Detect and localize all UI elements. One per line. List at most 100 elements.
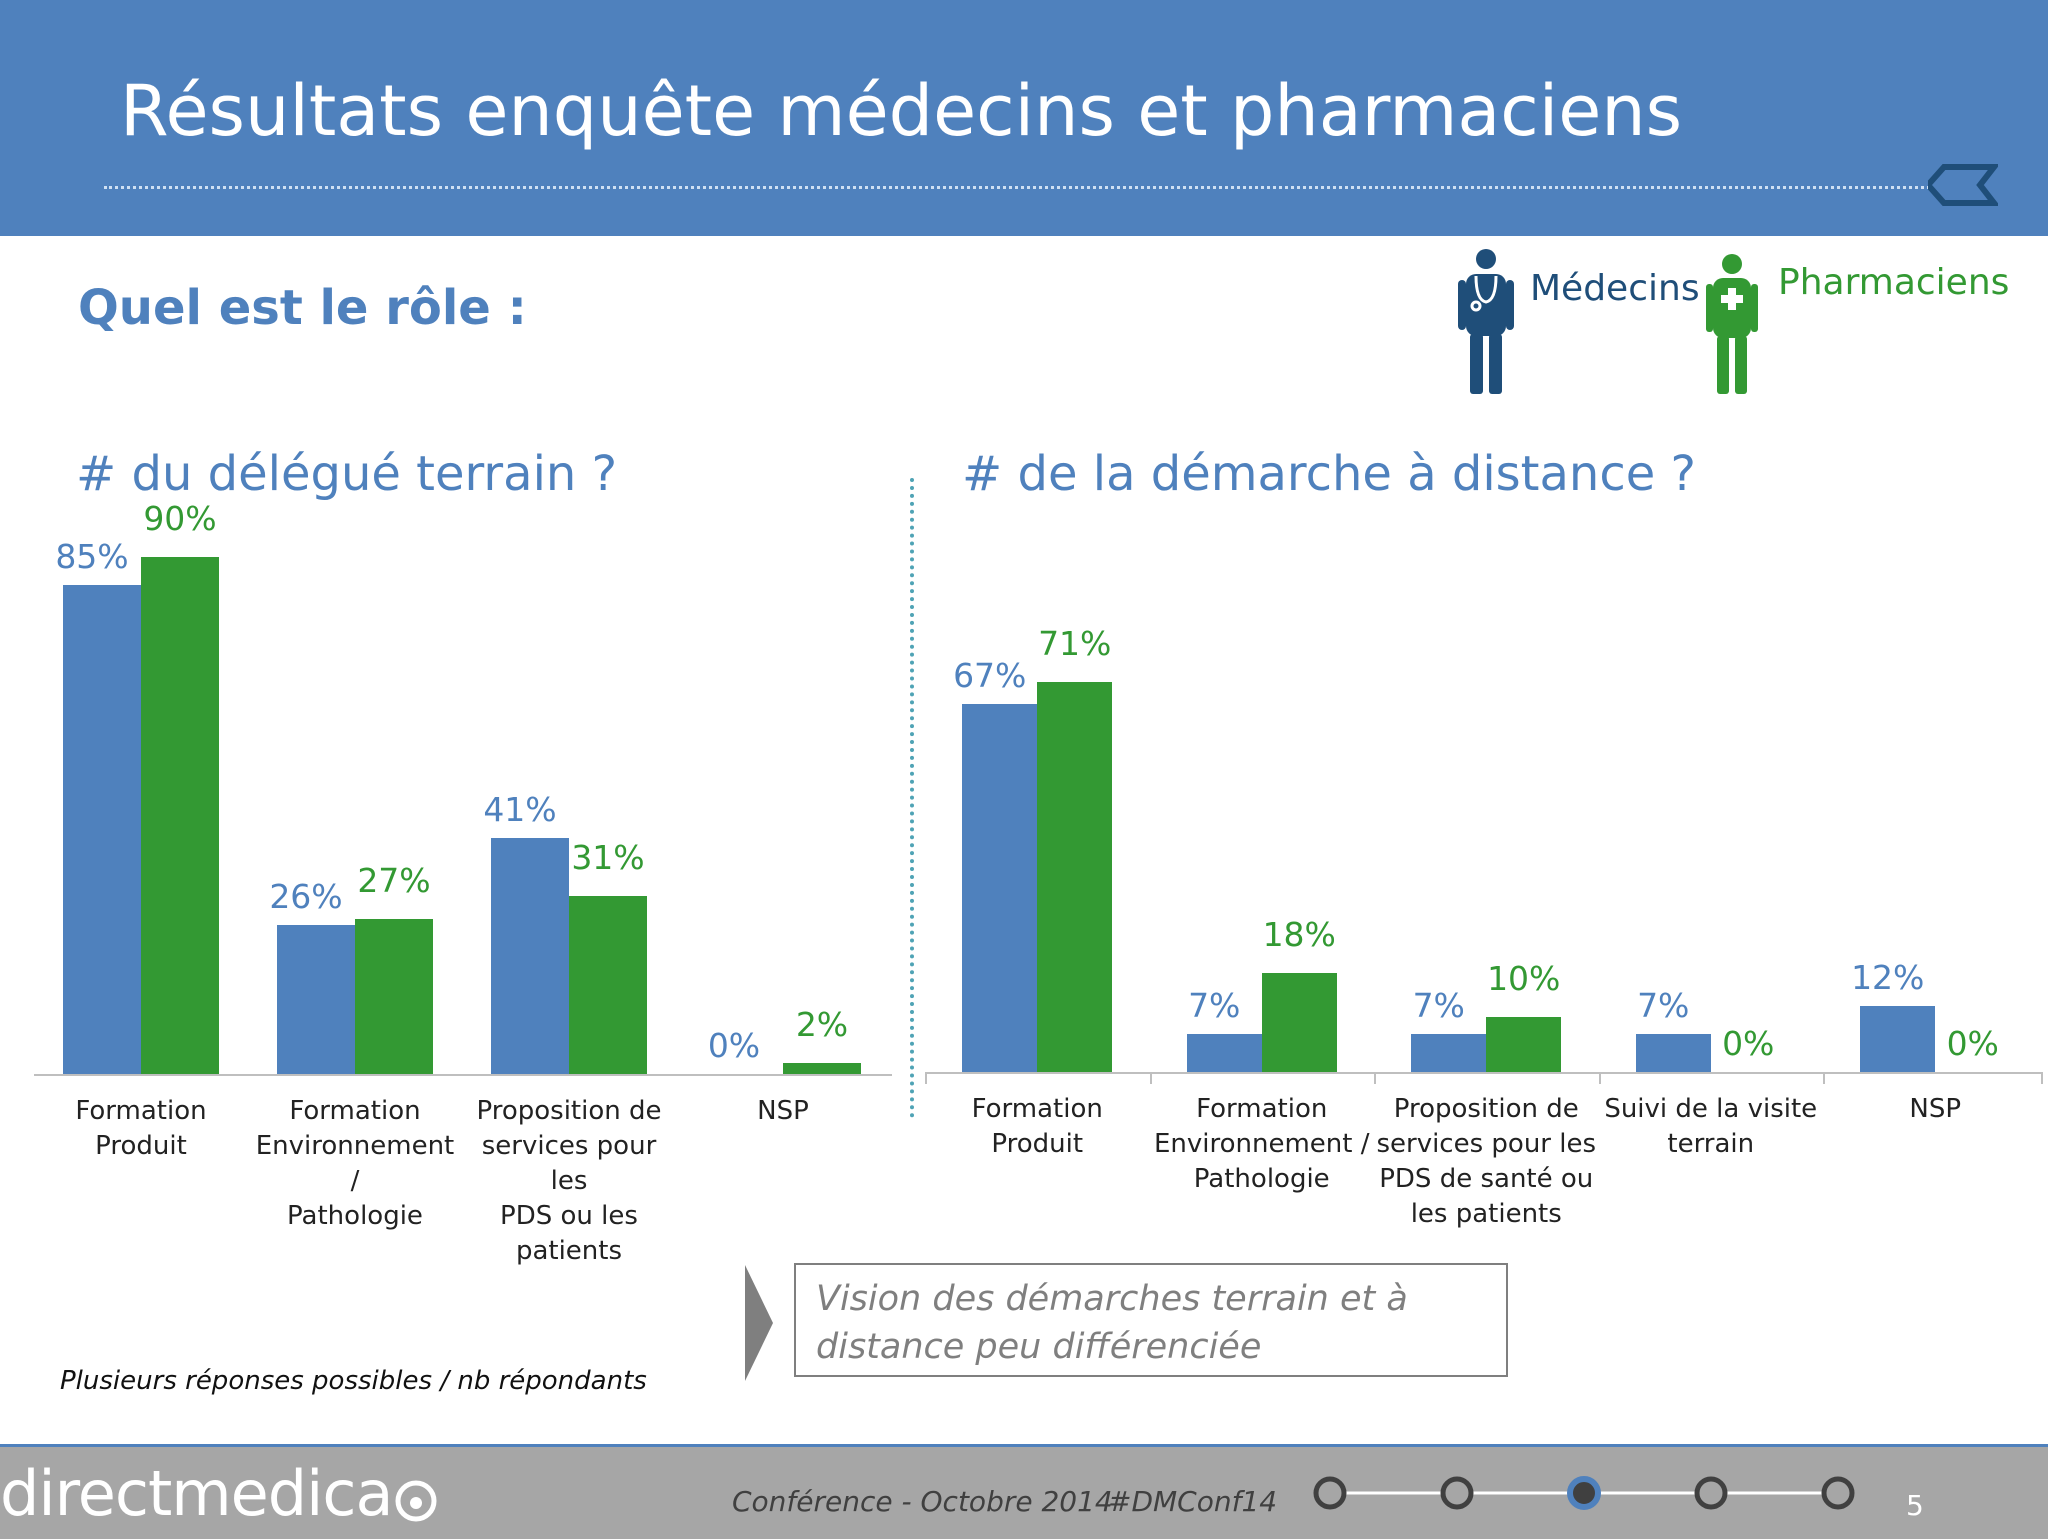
chart-demarche-distance: 67% 71% Formation Produit 7% 18% Formation Env… [925,560,2045,1260]
category-label-line: Formation Produit [75,1096,207,1161]
progress-step-current [1567,1476,1601,1510]
footer-bar: directmedica Conférence - Octobre 2014 #… [0,1444,2048,1539]
legend-medecins: Médecins [1458,246,1700,396]
category-label-line: Formation [1196,1094,1328,1124]
data-label: 7% [1412,985,1465,1025]
arrow-right-icon [745,1265,773,1381]
data-label: 0% [1722,1024,1775,1063]
x-axis-tick [1823,1074,1825,1084]
data-label: 7% [1637,985,1690,1025]
data-label: 31% [571,837,645,877]
chart-title-terrain: # du délégué terrain ? [76,446,618,502]
data-label: 2% [795,1004,849,1044]
category-label-line: NSP [757,1096,809,1126]
header-banner: Résultats enquête médecins et pharmacien… [0,0,2048,236]
category-label: Formation Environnement / Pathologie [1150,1092,1375,1197]
category-label: NSP [676,1094,890,1129]
category-label-line: Pathologie [287,1201,423,1231]
bar [63,585,141,1074]
progress-step [1694,1476,1728,1510]
x-axis-tick [1598,1074,1601,1084]
category-label-line: les patients [1410,1199,1562,1229]
bar [1411,1033,1487,1072]
conference-label: Conférence - Octobre 2014 [732,1485,1113,1518]
data-label: 90% [143,498,217,538]
category-label-line: Environnement / [255,1131,455,1196]
category-label-line: NSP [1909,1094,1962,1124]
category-label-line: PDS de santé ou [1379,1164,1594,1194]
category-label-line: services pour les [481,1131,657,1196]
bar [1635,1033,1711,1072]
chart-delegue-terrain: 85% 90% Formation Produit 26% 27% Formation En… [34,499,894,1266]
data-label: 7% [1188,985,1241,1025]
bar [1186,1033,1262,1072]
brand-logo: directmedica [0,1457,438,1530]
legend-label-pharmaciens: Pharmaciens [1778,262,2010,303]
data-label: 27% [357,860,431,900]
footnote: Plusieurs réponses possibles / nb répond… [60,1366,647,1396]
category-label-line: Proposition de [476,1096,662,1126]
progress-stepper [1313,1476,1855,1510]
category-label-line: Environnement / [1153,1129,1370,1159]
x-axis [925,1072,2043,1074]
page-number: 5 [1906,1489,1924,1522]
category-label-line: Proposition de [1393,1094,1579,1124]
category-label-line: Suivi de la visite [1604,1094,1818,1124]
question-heading: Quel est le rôle : [78,280,527,336]
data-label: 67% [953,655,1027,695]
brand-name: directmedica [0,1457,393,1530]
bar [277,924,355,1074]
progress-step [1440,1476,1474,1510]
hashtag-label: #DMConf14 [1108,1485,1278,1518]
bar [1486,1017,1562,1072]
category-label: Proposition de services pour les PDS de sa… [1374,1092,1599,1232]
chart-title-distance: # de la démarche à distance ? [962,446,1696,502]
chart-divider [910,478,914,1118]
category-label-line: Pathologie [1193,1164,1330,1194]
chevron-left-icon [1928,164,1998,206]
pharmacist-icon [1706,254,1758,394]
bar [1860,1006,1936,1072]
conclusion-box: Vision des démarches terrain et à distan… [794,1263,1508,1377]
x-axis-tick [1374,1074,1376,1084]
data-label: 10% [1487,959,1561,998]
data-label: 12% [1851,958,1925,997]
legend-label-medecins: Médecins [1530,268,1700,309]
bar [1261,973,1337,1072]
bar [569,895,647,1074]
category-label-line: Formation Produit [971,1094,1103,1159]
data-label: 85% [55,537,129,577]
data-label: 71% [1038,623,1112,663]
category-label-line: patients [515,1236,623,1266]
bar [1037,681,1113,1072]
progress-step [1313,1476,1347,1510]
data-label: 18% [1262,915,1336,954]
page-title: Résultats enquête médecins et pharmacien… [120,70,1683,152]
bar [783,1062,861,1074]
x-axis-tick [925,1074,927,1084]
category-label: Formation Environnement / Pathologie [248,1094,462,1234]
title-divider [104,186,1930,189]
category-label: Proposition de services pour les PDS ou le… [462,1094,676,1269]
bar [355,918,433,1074]
bar [962,703,1038,1072]
data-label: 0% [1946,1024,1999,1063]
bar [491,838,569,1074]
category-label-line: PDS ou les [500,1201,638,1231]
x-axis-tick [2041,1074,2043,1084]
category-label: Formation Produit [925,1092,1150,1162]
category-label: NSP [1823,1092,2048,1127]
data-label: 26% [269,876,343,916]
bar [141,556,219,1074]
category-label: Suivi de la visite terrain [1599,1092,1824,1162]
legend-pharmaciens: Pharmaciens [1706,252,2009,396]
eye-icon [395,1480,437,1521]
x-axis-tick [1149,1074,1152,1084]
data-label: 0% [707,1026,761,1065]
progress-step [1821,1476,1855,1510]
category-label-line: services pour les [1376,1129,1597,1159]
category-label-line: terrain [1667,1129,1755,1159]
doctor-icon [1458,249,1514,394]
data-label: 41% [483,790,557,830]
x-axis [34,1074,892,1076]
